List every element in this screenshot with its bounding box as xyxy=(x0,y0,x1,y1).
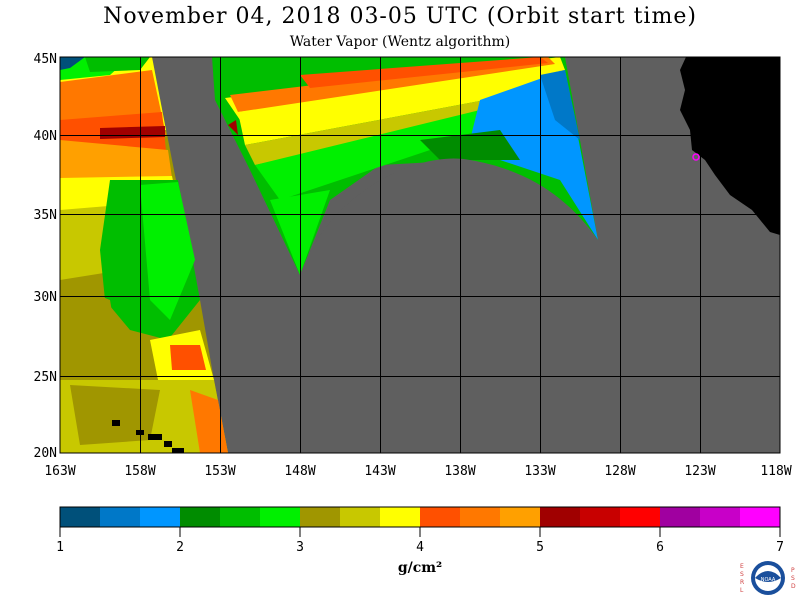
lon-label: 123W xyxy=(684,464,715,479)
lon-label: 153W xyxy=(204,464,235,479)
logo-letter: R xyxy=(740,579,744,586)
swath-central-midblue xyxy=(540,70,580,140)
colorbar-swatch xyxy=(740,507,781,527)
station-marker xyxy=(692,153,700,161)
colorbar-tick-label: 1 xyxy=(56,540,64,555)
island xyxy=(164,441,172,447)
station-label: CZD xyxy=(700,148,718,159)
logo-letter: S xyxy=(740,571,744,578)
colorbar-swatch xyxy=(700,507,741,527)
lon-labels: 163W 158W 153W 148W 143W 138W 133W 128W … xyxy=(44,464,791,479)
colorbar-swatch xyxy=(100,507,141,527)
island xyxy=(148,434,162,440)
lat-label: 25N xyxy=(34,370,57,385)
swath-west-olive-bottom xyxy=(70,385,160,445)
colorbar-unit-label: g/cm² xyxy=(397,560,443,576)
colorbar-swatch xyxy=(460,507,501,527)
noaa-logo: NOAA E S R L P S D xyxy=(740,561,796,595)
colorbar-tick-label: 3 xyxy=(296,540,304,555)
colorbar-swatch xyxy=(260,507,301,527)
colorbar-swatch xyxy=(220,507,261,527)
colorbar-ticks: 1 2 3 4 5 6 7 xyxy=(56,527,784,555)
swath-west-darkred-blob xyxy=(100,126,165,139)
colorbar-swatch xyxy=(420,507,461,527)
colorbar-swatch xyxy=(60,507,101,527)
colorbar-tick-label: 6 xyxy=(656,540,664,555)
island xyxy=(112,420,120,426)
lon-label: 118W xyxy=(760,464,791,479)
lat-label: 40N xyxy=(34,129,57,144)
logo-letter: P xyxy=(791,567,795,574)
swath-central-redorange xyxy=(300,57,548,88)
lon-label: 148W xyxy=(284,464,315,479)
swath-layer xyxy=(60,57,780,453)
colorbar-swatch xyxy=(380,507,421,527)
logo-letter: E xyxy=(740,563,744,570)
colorbar-swatch xyxy=(300,507,341,527)
lon-label: 158W xyxy=(124,464,155,479)
swath-west-olive-low xyxy=(60,280,120,380)
land-california xyxy=(680,57,780,235)
colorbar-swatch xyxy=(340,507,381,527)
swath-central-darkred xyxy=(228,120,238,135)
lon-label: 143W xyxy=(364,464,395,479)
logo-letter: S xyxy=(791,575,795,582)
colorbar-swatch xyxy=(660,507,701,527)
island xyxy=(172,448,184,453)
swath-central-darkgreen xyxy=(420,130,520,160)
colorbar-tick-label: 4 xyxy=(416,540,424,555)
lon-label: 138W xyxy=(444,464,475,479)
colorbar-swatch xyxy=(140,507,181,527)
colorbar-tick-label: 7 xyxy=(776,540,784,555)
lat-labels: 45N 40N 35N 30N 25N 20N xyxy=(34,52,57,461)
lat-label: 30N xyxy=(34,290,57,305)
lat-label: 45N xyxy=(34,52,57,67)
page-title: November 04, 2018 03-05 UTC (Orbit start… xyxy=(103,4,697,29)
swath-central-yellow2 xyxy=(238,70,565,145)
colorbar-tick-label: 5 xyxy=(536,540,544,555)
swath-west-orange-low xyxy=(170,345,206,370)
map-frame xyxy=(59,56,781,454)
swath-west-blue-top xyxy=(60,57,85,70)
colorbar-tick-label: 2 xyxy=(176,540,184,555)
colorbar-swatch xyxy=(500,507,541,527)
swath-central-lightgreen xyxy=(255,110,490,200)
colorbar-swatch xyxy=(620,507,661,527)
colorbar-swatch xyxy=(540,507,581,527)
noaa-logo-text: NOAA xyxy=(761,577,776,583)
colorbar xyxy=(60,507,781,527)
swath-west-orange-bottom xyxy=(190,390,228,453)
grid xyxy=(60,57,780,453)
lon-label: 163W xyxy=(44,464,75,479)
logo-letter: L xyxy=(740,587,744,594)
lat-label: 20N xyxy=(34,446,57,461)
lat-label: 35N xyxy=(34,208,57,223)
swath-west-green-top2 xyxy=(85,57,150,72)
page-subtitle: Water Vapor (Wentz algorithm) xyxy=(289,34,511,50)
colorbar-swatch xyxy=(180,507,221,527)
colorbar-swatch xyxy=(580,507,621,527)
swath-central-cutout xyxy=(300,158,598,453)
lon-label: 133W xyxy=(524,464,555,479)
noaa-logo-gull-icon xyxy=(755,571,781,582)
lon-label: 128W xyxy=(604,464,635,479)
swath-west-lightgreen xyxy=(140,182,195,320)
logo-letter: D xyxy=(791,583,796,590)
